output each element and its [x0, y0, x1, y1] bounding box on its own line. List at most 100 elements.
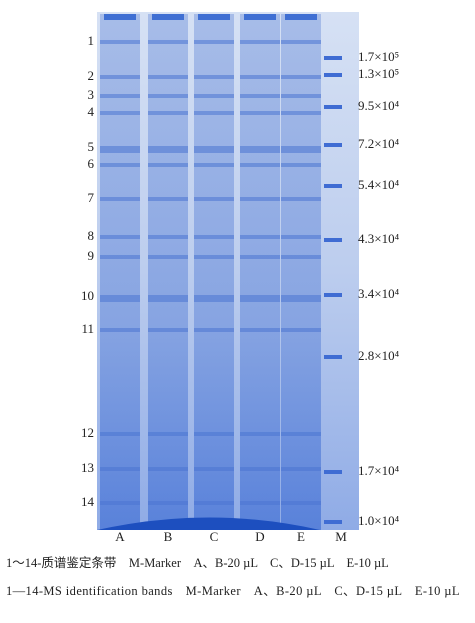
protein-band	[148, 111, 188, 115]
protein-band	[148, 146, 188, 153]
protein-band	[240, 75, 280, 79]
band-number: 5	[88, 139, 95, 154]
dye-front	[97, 517, 320, 530]
band-number: 14	[81, 494, 95, 509]
lane	[100, 14, 140, 530]
band-number: 4	[88, 104, 95, 119]
protein-band	[240, 94, 280, 98]
protein-band	[240, 235, 280, 239]
protein-band	[194, 432, 234, 436]
protein-band	[148, 255, 188, 259]
protein-band	[148, 40, 188, 44]
band-number: 7	[88, 190, 95, 205]
protein-band	[240, 295, 280, 302]
marker-label: 4.3×10⁴	[358, 231, 400, 246]
lane	[194, 14, 234, 530]
well	[244, 14, 276, 20]
protein-band	[240, 146, 280, 153]
marker-band	[324, 73, 342, 77]
protein-band	[281, 111, 321, 115]
protein-band	[240, 163, 280, 167]
well	[104, 14, 136, 20]
band-number: 12	[81, 425, 94, 440]
protein-band	[281, 501, 321, 505]
marker-label: 1.3×10⁵	[358, 66, 399, 81]
protein-band	[240, 328, 280, 332]
marker-band	[324, 470, 342, 474]
lane-label: A	[115, 529, 125, 544]
marker-band	[324, 105, 342, 109]
protein-band	[148, 197, 188, 201]
marker-label: 9.5×10⁴	[358, 98, 400, 113]
protein-band	[100, 235, 140, 239]
protein-band	[194, 40, 234, 44]
protein-band	[100, 295, 140, 302]
lane-label: D	[255, 529, 264, 544]
protein-band	[281, 255, 321, 259]
protein-band	[281, 295, 321, 302]
protein-band	[100, 197, 140, 201]
protein-band	[194, 467, 234, 471]
marker-label: 5.4×10⁴	[358, 177, 400, 192]
band-number: 11	[81, 321, 94, 336]
protein-band	[240, 501, 280, 505]
protein-band	[281, 328, 321, 332]
marker-band	[324, 293, 342, 297]
lane	[240, 14, 280, 530]
protein-band	[100, 75, 140, 79]
protein-band	[100, 111, 140, 115]
protein-band	[194, 146, 234, 153]
protein-band	[194, 255, 234, 259]
band-number: 13	[81, 460, 94, 475]
protein-band	[100, 501, 140, 505]
marker-label: 2.8×10⁴	[358, 348, 400, 363]
protein-band	[148, 94, 188, 98]
marker-label: 7.2×10⁴	[358, 136, 400, 151]
protein-band	[194, 328, 234, 332]
protein-band	[100, 328, 140, 332]
lane-label: E	[297, 529, 305, 544]
protein-band	[194, 295, 234, 302]
protein-band	[100, 432, 140, 436]
band-number: 1	[88, 33, 95, 48]
marker-band	[324, 184, 342, 188]
protein-band	[194, 163, 234, 167]
protein-band	[240, 40, 280, 44]
well	[152, 14, 184, 20]
protein-band	[148, 501, 188, 505]
band-number: 8	[88, 228, 95, 243]
protein-band	[194, 111, 234, 115]
protein-band	[281, 94, 321, 98]
protein-band	[100, 94, 140, 98]
marker-band	[324, 238, 342, 242]
marker-band	[324, 143, 342, 147]
protein-band	[240, 467, 280, 471]
protein-band	[194, 75, 234, 79]
marker-label: 1.0×10⁴	[358, 513, 400, 528]
protein-band	[240, 197, 280, 201]
well	[285, 14, 317, 20]
lane	[281, 14, 321, 530]
caption-en: 1—14-MS identification bands M-Marker A、…	[6, 584, 460, 598]
protein-band	[194, 197, 234, 201]
well	[198, 14, 230, 20]
lane-label: M	[335, 529, 347, 544]
protein-band	[100, 40, 140, 44]
protein-band	[148, 295, 188, 302]
protein-band	[148, 75, 188, 79]
protein-band	[148, 467, 188, 471]
protein-band	[281, 432, 321, 436]
band-number: 10	[81, 288, 94, 303]
band-number: 9	[88, 248, 95, 263]
band-number: 3	[88, 87, 95, 102]
protein-band	[100, 146, 140, 153]
marker-label: 1.7×10⁴	[358, 463, 400, 478]
protein-band	[281, 75, 321, 79]
protein-band	[281, 235, 321, 239]
marker-band	[324, 520, 342, 524]
protein-band	[240, 255, 280, 259]
protein-band	[100, 255, 140, 259]
marker-label: 3.4×10⁴	[358, 286, 400, 301]
